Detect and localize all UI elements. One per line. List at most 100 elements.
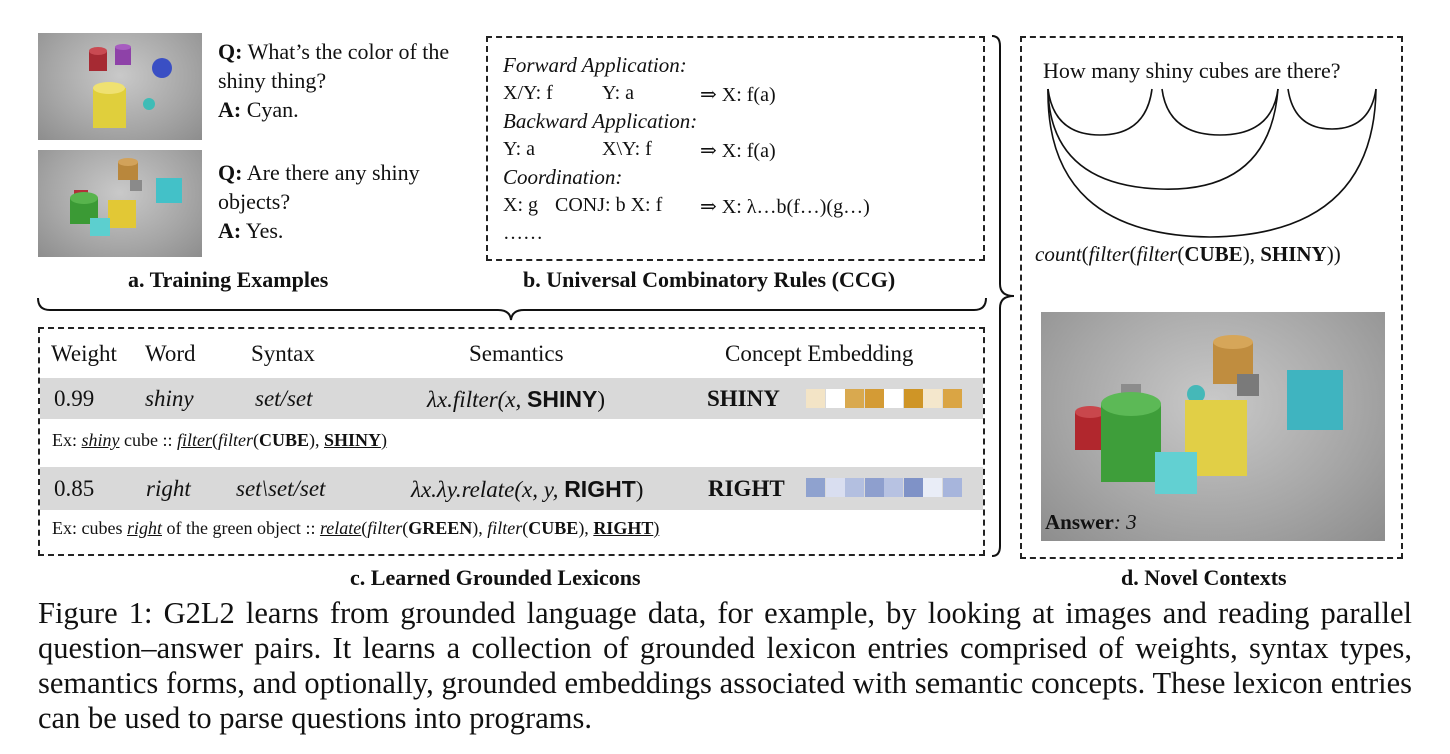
header-semantics: Semantics	[469, 341, 564, 366]
program-filter: filter	[1088, 242, 1130, 266]
novel-scene-image: Answer: 3	[1041, 312, 1385, 541]
connector-bracket	[991, 35, 1015, 557]
coord-rule-mid: CONJ: b X: f	[555, 194, 663, 216]
ccg-box	[486, 36, 985, 261]
embedding-cell	[864, 389, 884, 408]
parse-tree-arcs	[1047, 88, 1377, 238]
paren: (	[211, 430, 218, 450]
separator: ),	[472, 518, 488, 538]
figure-caption: Figure 1: G2L2 learns from grounded lang…	[38, 596, 1412, 735]
novel-program: count(filter(filter(CUBE), SHINY))	[1035, 242, 1341, 266]
header-word: Word	[145, 341, 196, 366]
semantics-expression: λx.λy.relate(x, y,	[411, 477, 565, 502]
answer-value: : 3	[1113, 510, 1137, 534]
embedding-cell	[942, 478, 962, 497]
novel-caption: d. Novel Contexts	[1121, 565, 1287, 590]
ccg-caption: b. Universal Combinatory Rules (CCG)	[523, 267, 896, 292]
program-filter: filter	[176, 430, 212, 450]
semantics-close: )	[635, 477, 644, 502]
semantics-concept: SHINY	[527, 386, 598, 412]
embedding-strip-right	[806, 478, 962, 497]
coord-rule-result: ⇒ X: λ…b(f…)(g…)	[700, 196, 870, 218]
group-brace	[37, 297, 987, 321]
semantics-close: )	[597, 387, 605, 412]
lexicon-box	[38, 327, 985, 556]
embedding-cell	[845, 389, 864, 408]
question-text: Are there any shiny objects?	[218, 160, 420, 214]
answer-text: Yes.	[245, 218, 284, 243]
embedding-cell	[806, 389, 825, 408]
concept-cube: CUBE	[258, 430, 309, 450]
embedding-cell	[825, 478, 845, 497]
paren: (	[522, 518, 529, 538]
example-word: shiny	[81, 430, 120, 450]
row-word: right	[146, 476, 191, 501]
embedding-strip-shiny	[806, 389, 962, 408]
header-weight: Weight	[51, 341, 117, 366]
forward-rule-result: ⇒ X: f(a)	[700, 84, 776, 106]
program-filter: filter	[367, 518, 403, 538]
answer-text: Answer: 3	[1045, 510, 1137, 535]
example-prefix: Ex: cubes	[52, 518, 127, 538]
ccg-ellipsis: ……	[503, 222, 543, 244]
example-mid: of the green object ::	[162, 518, 320, 538]
embedding-cell	[884, 478, 903, 497]
paren: )	[381, 430, 388, 450]
backward-rule-result: ⇒ X: f(a)	[700, 140, 776, 162]
example-shiny: Ex: shiny cube :: filter(filter(CUBE), S…	[52, 430, 387, 451]
answer-label: A:	[218, 97, 242, 122]
separator: ),	[309, 430, 324, 450]
row-syntax: set\set/set	[236, 476, 326, 501]
program-filter: filter	[487, 518, 523, 538]
example-prefix: Ex:	[52, 430, 82, 450]
concept-right: RIGHT	[593, 518, 654, 538]
paren: (	[361, 518, 368, 538]
concept-shiny: SHINY	[324, 430, 382, 450]
program-filter: filter	[1136, 242, 1178, 266]
example-right: Ex: cubes right of the green object :: r…	[52, 518, 659, 539]
separator: ),	[578, 518, 594, 538]
backward-title: Backward Application:	[503, 109, 698, 133]
semantics-expression: λx.filter(x,	[427, 387, 528, 412]
forward-rule-left: X/Y: f	[503, 82, 553, 104]
program-relate: relate	[319, 518, 362, 538]
row-semantics: λx.filter(x, SHINY)	[427, 386, 605, 413]
training-caption: a. Training Examples	[128, 267, 329, 292]
lexicon-caption: c. Learned Grounded Lexicons	[350, 565, 641, 590]
concept-cube: CUBE	[1184, 242, 1243, 266]
concept-green: GREEN	[408, 518, 473, 538]
answer-text: Cyan.	[246, 97, 299, 122]
header-embedding: Concept Embedding	[725, 341, 914, 366]
row-concept: SHINY	[707, 386, 780, 411]
semantics-concept: RIGHT	[564, 476, 636, 502]
row-semantics: λx.λy.relate(x, y, RIGHT)	[411, 476, 643, 503]
row-syntax: set/set	[255, 386, 313, 411]
qa-pair-1: Q: What’s the color of the shiny thing? …	[218, 37, 483, 124]
example-word: right	[126, 518, 162, 538]
novel-question: How many shiny cubes are there?	[1043, 58, 1341, 83]
training-image-1	[38, 33, 202, 140]
row-weight: 0.99	[54, 386, 95, 411]
embedding-cell	[903, 478, 923, 497]
novel-box	[1020, 36, 1403, 559]
program-filter: filter	[217, 430, 253, 450]
training-image-2	[38, 150, 202, 257]
row-concept: RIGHT	[708, 476, 785, 501]
paren: )	[653, 518, 660, 538]
embedding-cell	[903, 389, 923, 408]
answer-label: A:	[218, 218, 242, 243]
embedding-cell	[923, 478, 942, 497]
concept-cube: CUBE	[528, 518, 579, 538]
coord-rule-left: X: g	[503, 194, 538, 216]
embedding-cell	[864, 478, 884, 497]
qa-pair-2: Q: Are there any shiny objects? A: Yes.	[218, 158, 483, 245]
program-count: count	[1035, 242, 1082, 266]
paren: (	[402, 518, 409, 538]
embedding-cell	[923, 389, 942, 408]
question-label: Q:	[218, 39, 243, 64]
question-label: Q:	[218, 160, 243, 185]
embedding-cell	[845, 478, 864, 497]
row-word: shiny	[145, 386, 194, 411]
embedding-cell	[806, 478, 825, 497]
paren: (	[252, 430, 259, 450]
